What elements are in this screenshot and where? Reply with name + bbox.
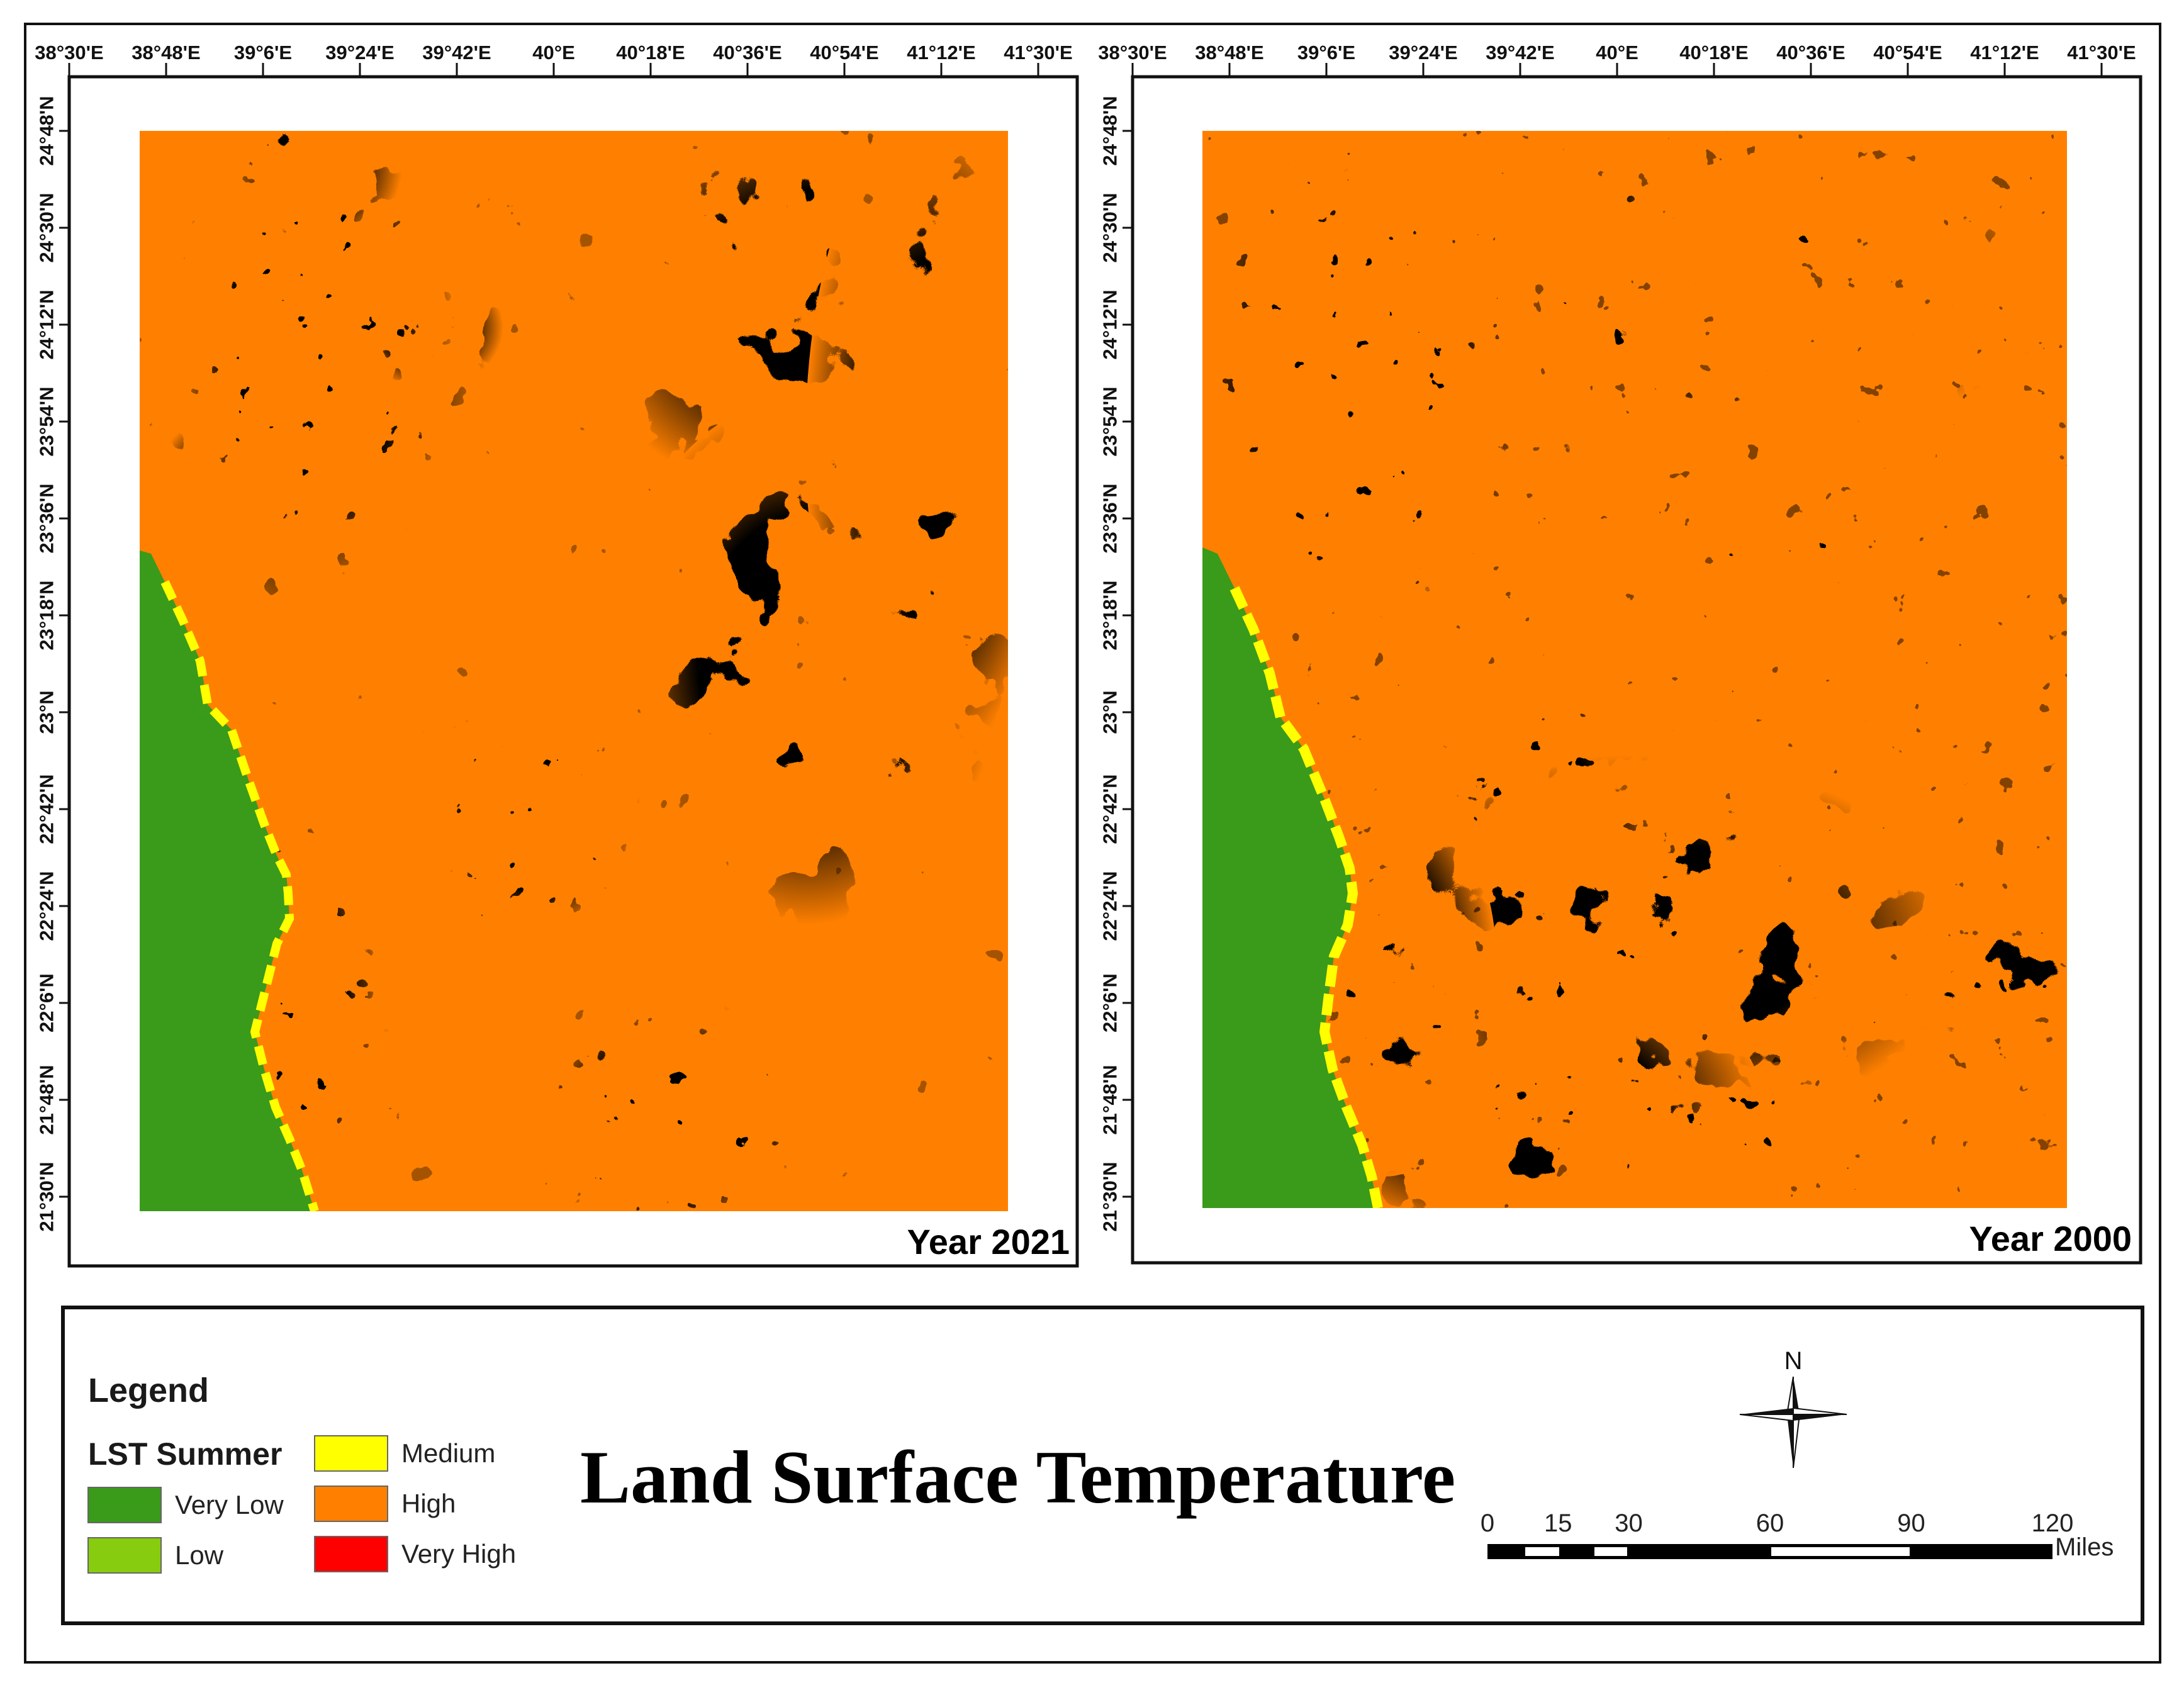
latitude-tick-label: 23°54'N [36,386,58,456]
legend-swatch [314,1536,388,1572]
longitude-tick-label: 41°30'E [2067,42,2136,64]
longitude-tick-label: 39°24'E [325,42,394,64]
panel-year-label: Year 2000 [1969,1219,2132,1258]
longitude-tick-label: 40°18'E [1679,42,1748,64]
longitude-tick-label: 39°6'E [234,42,292,64]
latitude-tick-label: 21°30'N [36,1161,58,1231]
legend-label: Medium [401,1438,495,1468]
map-panel-2000 [1131,75,2142,1265]
longitude-tick-label: 38°30'E [35,42,103,64]
north-label: N [1784,1347,1803,1375]
outer-frame [24,23,2161,1664]
lst-raster-2021 [140,131,1008,1211]
legend-item-medium: Medium [314,1435,495,1472]
latitude-tick-label: 23°18'N [1099,580,1121,650]
latitude-tick-label: 24°30'N [36,193,58,262]
lst-raster-2000 [1202,131,2067,1208]
latitude-tick-label: 24°48'N [36,96,58,165]
legend-label: Very Low [175,1490,284,1519]
longitude-tick-label: 40°36'E [713,42,781,64]
longitude-tick-label: 40°54'E [1873,42,1942,64]
legend-swatch [87,1487,162,1523]
latitude-tick-label: 22°24'N [36,871,58,941]
latitude-tick-label: 23°36'N [36,483,58,553]
red-sea-very-low [1202,547,1378,1208]
legend-subtitle: LST Summer [88,1436,282,1472]
longitude-tick-label: 39°42'E [1486,42,1554,64]
legend-frame [61,1306,2144,1625]
latitude-tick-label: 22°42'N [1099,774,1121,844]
legend-label: High [401,1489,456,1518]
legend-item-very-high: Very High [314,1536,516,1572]
legend-swatch [87,1537,162,1574]
scale-label: 30 [1615,1509,1643,1537]
latitude-tick-label: 21°48'N [1099,1065,1121,1134]
longitude-tick-label: 39°24'E [1389,42,1457,64]
longitude-tick-label: 40°36'E [1776,42,1845,64]
longitude-tick-label: 40°18'E [616,42,685,64]
latitude-tick-label: 23°N [1099,690,1121,734]
longitude-tick-label: 38°48'E [1195,42,1263,64]
scale-label: 60 [1756,1509,1784,1537]
scale-label: 120 [2032,1509,2074,1537]
latitude-tick-label: 23°N [36,690,58,734]
latitude-tick-label: 24°48'N [1099,96,1121,165]
latitude-tick-label: 24°30'N [1099,193,1121,262]
longitude-tick-label: 40°E [1596,42,1638,64]
legend-label: Low [175,1540,224,1570]
longitude-tick-label: 41°30'E [1004,42,1072,64]
latitude-tick-label: 24°12'N [36,289,58,359]
longitude-tick-label: 39°42'E [422,42,491,64]
latitude-tick-label: 21°48'N [36,1065,58,1134]
scale-label: 0 [1481,1509,1494,1537]
scale-bar: 0 15 30 60 90 120 Miles [1481,1509,2114,1561]
main-title: Land Surface Temperature [580,1435,1455,1519]
latitude-tick-label: 23°36'N [1099,483,1121,553]
latitude-tick-label: 23°18'N [36,580,58,650]
longitude-tick-label: 41°12'E [907,42,975,64]
red-sea-very-low [140,551,315,1211]
longitude-tick-label: 41°12'E [1970,42,2039,64]
scale-unit: Miles [2055,1533,2114,1561]
latitude-tick-label: 22°6'N [36,973,58,1032]
longitude-tick-label: 40°E [532,42,575,64]
legend-label: Very High [401,1539,516,1569]
latitude-tick-label: 22°24'N [1099,871,1121,941]
latitude-tick-label: 22°6'N [1099,973,1121,1032]
longitude-tick-label: 38°30'E [1098,42,1167,64]
longitude-tick-label: 40°54'E [810,42,878,64]
graticule: 38°30'E 38°48'E 39°6'E 39°24'E 39°42'E 40°E 40… [35,42,2136,1232]
latitude-tick-label: 22°42'N [36,774,58,844]
north-arrow-icon: N [1739,1347,1847,1469]
scale-label: 90 [1897,1509,1925,1537]
longitude-tick-label: 39°6'E [1297,42,1355,64]
latitude-tick-label: 24°12'N [1099,289,1121,359]
legend-item-high: High [314,1486,456,1522]
legend-title: Legend [88,1372,209,1409]
legend-swatch [314,1435,388,1472]
longitude-tick-label: 38°48'E [132,42,200,64]
latitude-tick-label: 23°54'N [1099,386,1121,456]
map-panel-2021 [67,75,1079,1268]
legend-item-very-low: Very Low [87,1487,284,1523]
latitude-tick-label: 21°30'N [1099,1161,1121,1231]
legend-item-low: Low [87,1537,224,1574]
panel-year-label: Year 2021 [907,1222,1070,1262]
legend-swatch [314,1486,388,1522]
scale-label: 15 [1544,1509,1572,1537]
